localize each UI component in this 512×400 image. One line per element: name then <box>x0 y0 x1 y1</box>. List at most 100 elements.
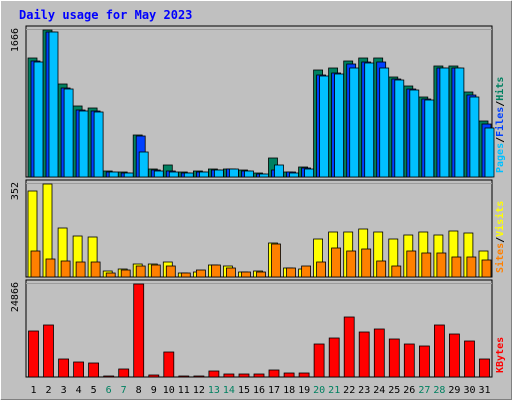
x-tick-label: 19 <box>298 385 310 396</box>
legend-entry-pages: Pages <box>495 143 506 173</box>
bar-pages-day-14 <box>228 168 239 178</box>
x-tick-label: 28 <box>433 385 445 396</box>
x-tick-label: 5 <box>91 385 97 396</box>
bar-pages-day-1 <box>33 61 44 178</box>
bar-sites-day-18 <box>286 267 296 278</box>
bar-kbytes-day-23 <box>358 331 370 378</box>
x-tick-label: 25 <box>388 385 400 396</box>
bar-kbytes-day-16 <box>253 373 265 378</box>
bar-pages-day-22 <box>349 67 360 178</box>
legend-entry-hits: Hits <box>494 77 506 101</box>
x-tick-label: 1 <box>30 385 36 396</box>
bar-pages-day-4 <box>78 110 89 178</box>
bar-pages-day-12 <box>198 171 209 178</box>
bar-kbytes-day-5 <box>88 362 99 378</box>
panel-legend: Sites/Visits <box>494 201 506 273</box>
bar-pages-day-8 <box>138 151 149 178</box>
x-tick-label: 26 <box>403 385 415 396</box>
bar-pages-day-30 <box>469 96 480 178</box>
bar-pages-day-26 <box>409 89 420 178</box>
bar-sites-day-26 <box>406 250 417 278</box>
panel-visits-sites: 352 Sites/Visits <box>10 179 506 278</box>
bar-sites-day-10 <box>165 265 176 278</box>
bar-kbytes-day-12 <box>193 375 205 378</box>
y-max-label: 352 <box>10 182 21 200</box>
bar-sites-day-11 <box>180 272 191 278</box>
bar-kbytes-day-17 <box>268 369 280 378</box>
bar-pages-day-31 <box>484 127 495 178</box>
legend-separator: / <box>495 237 506 243</box>
panel-legend: Pages/Files/Hits <box>494 77 506 173</box>
bar-sites-day-17 <box>271 243 281 278</box>
bar-kbytes-day-15 <box>238 373 250 378</box>
bar-pages-day-6 <box>108 171 119 178</box>
bar-kbytes-day-31 <box>479 358 490 378</box>
x-tick-label: 4 <box>76 385 82 396</box>
x-tick-label: 3 <box>61 385 67 396</box>
bar-pages-day-20 <box>319 75 330 178</box>
bar-sites-day-21 <box>331 247 342 278</box>
x-tick-label: 15 <box>238 385 250 396</box>
x-tick-label: 20 <box>313 385 325 396</box>
x-tick-label: 8 <box>136 385 142 396</box>
series-kbytes <box>28 283 490 378</box>
bar-kbytes-day-30 <box>464 340 475 378</box>
x-tick-label: 23 <box>358 385 370 396</box>
bar-pages-day-10 <box>168 171 179 178</box>
bar-pages-day-21 <box>334 73 345 178</box>
x-tick-label: 2 <box>45 385 51 396</box>
bar-kbytes-day-22 <box>343 316 355 378</box>
bar-sites-day-30 <box>466 256 477 278</box>
bar-pages-day-29 <box>454 67 465 178</box>
bar-sites-day-24 <box>376 260 387 278</box>
x-tick-label: 6 <box>106 385 112 396</box>
bar-pages-day-23 <box>364 62 375 178</box>
x-tick-label: 7 <box>121 385 127 396</box>
bar-sites-day-9 <box>150 264 161 278</box>
bar-kbytes-day-25 <box>388 338 400 378</box>
bar-pages-day-11 <box>183 172 194 178</box>
x-tick-label: 30 <box>463 385 475 396</box>
panel-legend: KBytes <box>495 337 506 373</box>
x-tick-label: 27 <box>418 385 430 396</box>
bar-sites-day-3 <box>60 260 71 278</box>
bar-sites-day-5 <box>90 261 101 278</box>
x-tick-label: 17 <box>268 385 280 396</box>
bar-pages-day-19 <box>304 168 315 178</box>
bar-kbytes-day-1 <box>28 330 39 378</box>
bar-sites-day-14 <box>225 267 236 278</box>
bar-kbytes-day-7 <box>118 368 130 378</box>
bar-kbytes-day-28 <box>433 324 445 378</box>
bar-pages-day-5 <box>93 111 104 178</box>
bar-pages-day-2 <box>48 31 59 178</box>
bar-kbytes-day-18 <box>283 372 295 378</box>
chart-panels: 1666Pages/Files/Hits352Sites/Visits24866… <box>10 25 506 378</box>
bar-sites-day-16 <box>256 271 266 278</box>
x-tick-label: 14 <box>223 385 235 396</box>
legend-entry-kbytes: KBytes <box>495 337 506 373</box>
bar-kbytes-day-10 <box>163 351 175 378</box>
bar-sites-day-1 <box>30 250 41 278</box>
x-tick-label: 16 <box>253 385 265 396</box>
x-tick-label: 22 <box>343 385 355 396</box>
bar-kbytes-day-26 <box>403 343 415 378</box>
bar-kbytes-day-19 <box>298 372 310 378</box>
x-tick-label: 21 <box>328 385 340 396</box>
bar-pages-day-28 <box>439 67 450 178</box>
legend-separator: / <box>495 137 506 143</box>
series-pages <box>33 31 495 178</box>
bar-kbytes-day-24 <box>373 328 385 378</box>
bar-sites-day-6 <box>105 272 116 278</box>
x-tick-label: 12 <box>193 385 205 396</box>
chart-title: Daily usage for May 2023 <box>19 8 192 22</box>
panel-kbytes: 24866 KBytes <box>10 279 506 378</box>
bar-pages-day-3 <box>63 88 74 178</box>
bar-kbytes-day-2 <box>43 324 54 378</box>
legend-entry-files: Files <box>494 107 506 137</box>
x-axis-day-labels: 1 2 3 4 5 6 7 8 9 10 11 12 13 14 15 16 17 18 19 20 21 22 23 24 2… <box>30 385 490 396</box>
x-tick-label: 9 <box>151 385 157 396</box>
legend-entry-visits: Visits <box>494 201 506 237</box>
